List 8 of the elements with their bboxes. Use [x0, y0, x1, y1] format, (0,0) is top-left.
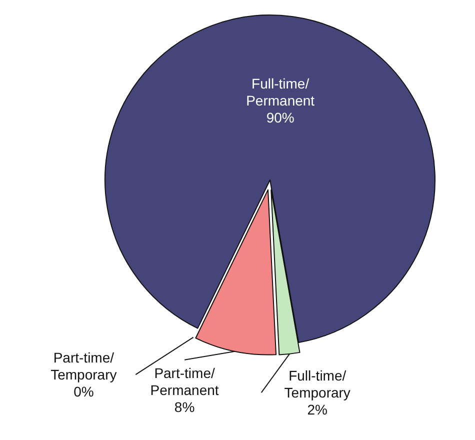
category-label: Part-time/Temporary — [50, 350, 117, 383]
slice-label: Full-time/Permanent — [246, 75, 315, 108]
text: 0% — [74, 384, 94, 400]
data-label: 90% — [266, 109, 294, 126]
slice-label: Full-time/Temporary — [284, 368, 350, 401]
data-label: 8% — [174, 398, 195, 415]
slice-label: Part-time/Permanent — [150, 364, 219, 398]
data-label: 2% — [307, 402, 328, 418]
